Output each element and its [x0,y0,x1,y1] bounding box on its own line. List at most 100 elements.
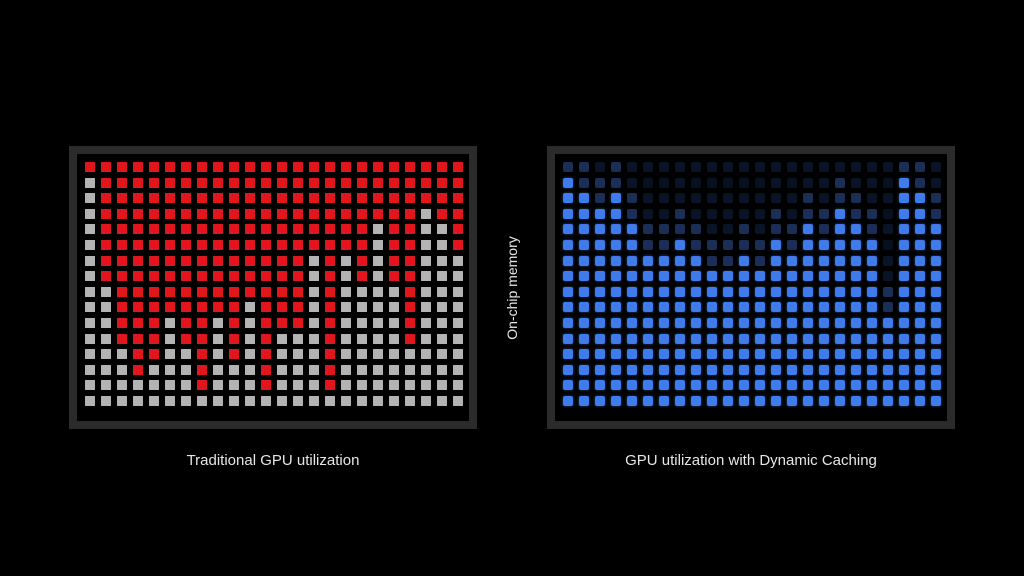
memory-cell-fading [931,193,941,204]
memory-cell-fading [659,193,669,204]
memory-cell-used [229,224,239,235]
memory-cell-used [309,239,319,250]
memory-cell-used [835,208,845,219]
memory-cell-used [101,208,111,219]
memory-cell-used [389,177,399,188]
memory-cell-used [117,193,127,204]
memory-cell-used [787,302,797,313]
memory-cell-used [739,333,749,344]
memory-cell-used [595,224,605,235]
memory-cell-used [659,317,669,328]
memory-cell-unused [293,364,303,375]
memory-cell-used [261,177,271,188]
memory-cell-used [931,380,941,391]
memory-cell-fading [755,255,765,266]
memory-cell-unused [421,364,431,375]
memory-cell-used [277,286,287,297]
memory-cell-used [867,271,877,282]
memory-cell-empty [691,177,701,188]
memory-cell-unused [197,395,207,406]
memory-cell-used [643,349,653,360]
memory-cell-fading [899,162,909,172]
memory-cell-used [133,162,143,172]
memory-cell-used [931,271,941,282]
memory-cell-used [627,380,637,391]
memory-cell-used [117,208,127,219]
memory-cell-fading [707,239,717,250]
memory-cell-used [723,364,733,375]
memory-cell-unused [309,302,319,313]
memory-cell-empty [755,193,765,204]
memory-cell-used [261,162,271,172]
memory-cell-used [723,349,733,360]
memory-cell-used [181,162,191,172]
memory-cell-used [229,333,239,344]
memory-cell-fading [771,224,781,235]
memory-cell-used [101,255,111,266]
memory-cell-used [229,286,239,297]
memory-cell-unused [117,395,127,406]
memory-cell-unused [85,395,95,406]
memory-cell-unused [421,302,431,313]
memory-cell-used [341,224,351,235]
memory-cell-empty [707,162,717,172]
memory-cell-used [357,193,367,204]
memory-cell-unused [101,286,111,297]
memory-cell-used [643,271,653,282]
memory-cell-used [325,239,335,250]
memory-cell-unused [293,349,303,360]
memory-cell-fading [627,177,637,188]
memory-cell-unused [453,349,463,360]
memory-cell-unused [389,380,399,391]
memory-cell-used [883,333,893,344]
memory-cell-used [595,380,605,391]
memory-cell-unused [437,239,447,250]
memory-cell-used [229,162,239,172]
memory-cell-used [325,255,335,266]
memory-cell-used [165,162,175,172]
memory-cell-unused [101,364,111,375]
memory-cell-unused [181,349,191,360]
memory-cell-used [405,333,415,344]
memory-cell-unused [277,395,287,406]
memory-cell-used [787,317,797,328]
memory-cell-used [755,364,765,375]
memory-cell-used [819,317,829,328]
memory-cell-used [421,177,431,188]
memory-cell-unused [341,286,351,297]
memory-cell-unused [389,302,399,313]
memory-cell-used [819,380,829,391]
memory-cell-used [771,380,781,391]
memory-cell-used [899,271,909,282]
memory-cell-unused [341,255,351,266]
memory-cell-used [867,317,877,328]
memory-cell-unused [437,286,447,297]
memory-cell-empty [659,177,669,188]
memory-cell-empty [739,162,749,172]
memory-cell-used [915,239,925,250]
memory-cell-used [595,286,605,297]
memory-cell-used [341,162,351,172]
memory-cell-used [803,224,813,235]
memory-cell-used [787,271,797,282]
dynamic-caching-caption: GPU utilization with Dynamic Caching [625,452,877,469]
memory-cell-used [611,286,621,297]
memory-cell-unused [101,380,111,391]
memory-cell-used [899,255,909,266]
memory-cell-used [931,395,941,406]
memory-cell-used [723,333,733,344]
memory-cell-used [739,271,749,282]
memory-cell-used [325,380,335,391]
memory-cell-used [437,177,447,188]
memory-cell-unused [309,317,319,328]
memory-cell-used [277,177,287,188]
memory-cell-used [915,333,925,344]
memory-cell-fading [915,162,925,172]
memory-cell-used [341,208,351,219]
memory-cell-used [707,349,717,360]
memory-cell-used [627,333,637,344]
memory-cell-used [453,239,463,250]
memory-cell-used [627,395,637,406]
memory-cell-used [643,364,653,375]
memory-cell-unused [229,395,239,406]
